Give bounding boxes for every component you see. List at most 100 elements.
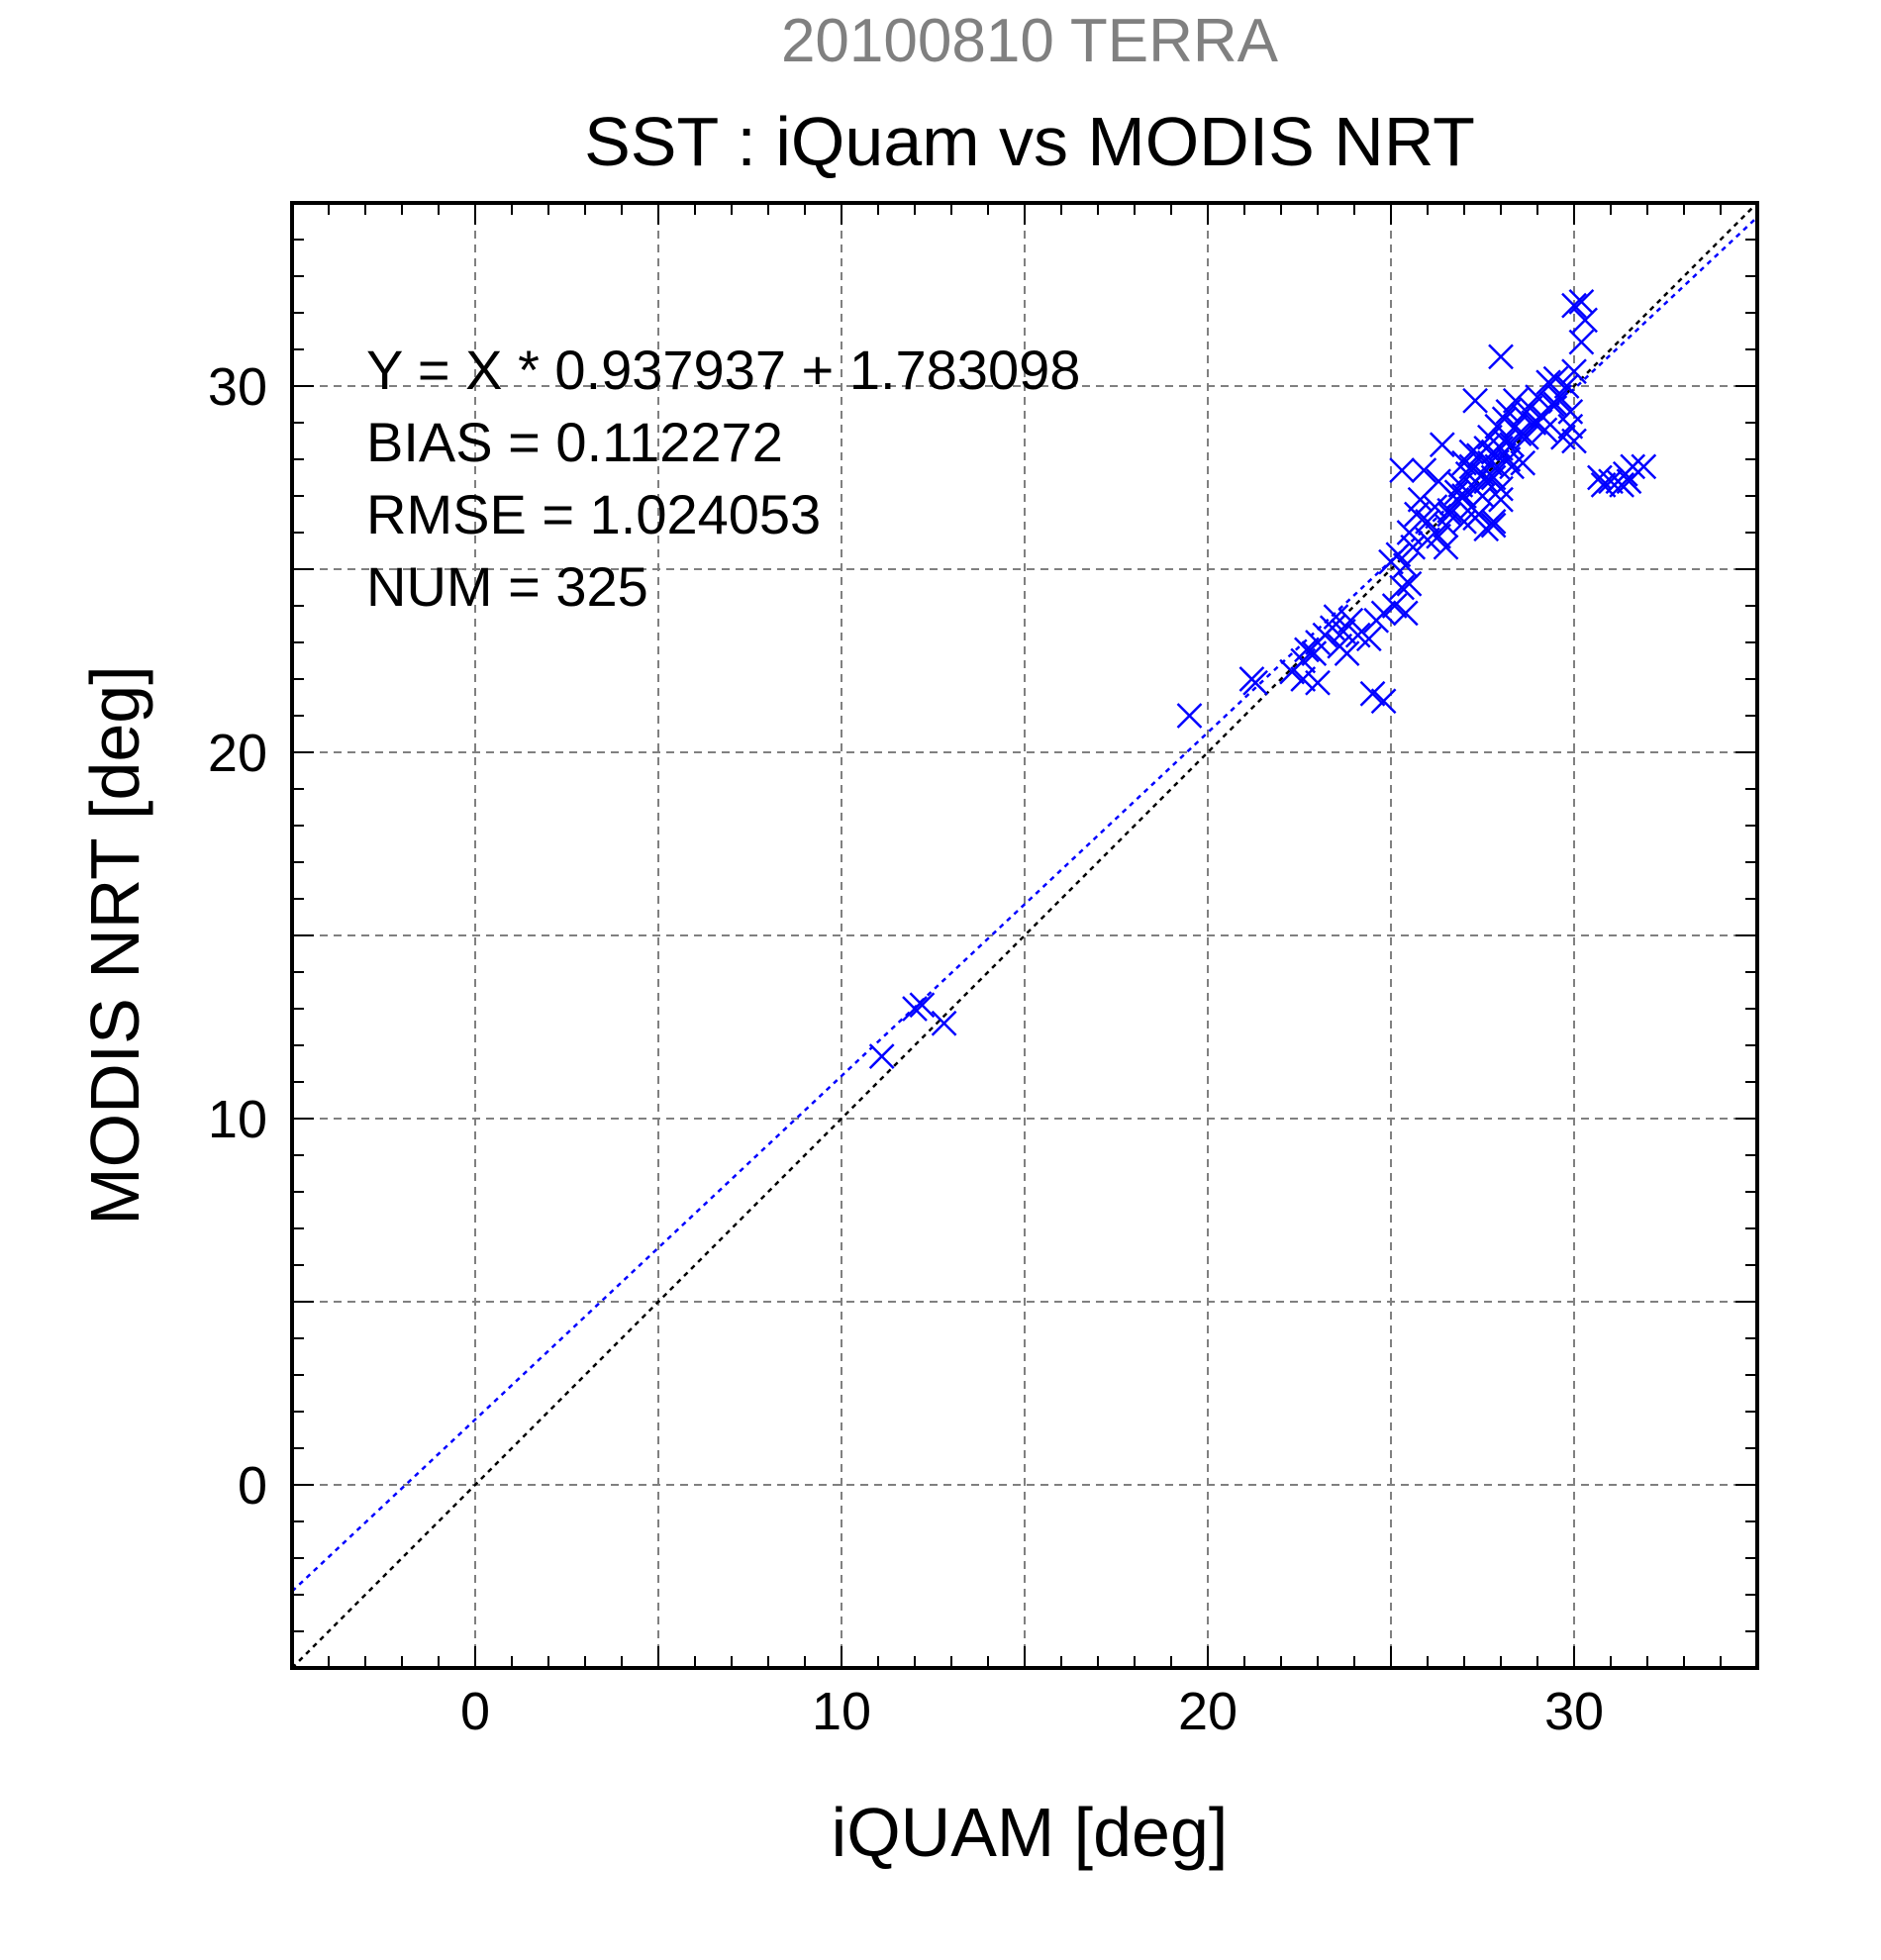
data-point-stroke [1404,501,1430,528]
data-point-stroke [1294,637,1320,663]
data-point-stroke [1499,432,1525,458]
stats-annotation: Y = X * 0.937937 + 1.783098 BIAS = 0.112… [366,339,1080,618]
data-point [1176,703,1203,729]
data-point-stroke [909,992,936,1019]
data-point-stroke [1517,395,1543,422]
data-point [1609,472,1634,498]
stats-bias: BIAS = 0.112272 [366,411,783,473]
data-point [1422,494,1448,520]
x-tick-label: 10 [812,1682,871,1741]
data-point-stroke [1396,520,1423,545]
y-axis-label: MODIS NRT [deg] [76,665,153,1225]
data-point [1488,486,1514,513]
data-point-stroke [1502,387,1529,414]
data-point [1616,468,1642,495]
x-tick-label: 20 [1178,1682,1238,1741]
data-point [1355,626,1382,652]
data-point [1542,391,1569,418]
data-point-stroke [1385,541,1412,568]
data-point-stroke [1392,600,1419,627]
data-point [1535,369,1561,396]
data-point [1331,619,1356,644]
data-point [1436,501,1463,528]
data-point-stroke [1426,468,1451,495]
data-point [1495,399,1522,425]
data-point-stroke [1305,669,1331,696]
data-point-stroke [1480,512,1507,539]
data-point-stroke [1331,619,1356,644]
data-point-stroke [1334,640,1360,666]
data-point [1561,428,1587,454]
data-point [1451,483,1477,509]
data-point [1462,387,1488,414]
data-point [1396,570,1423,597]
data-point-stroke [1389,457,1415,483]
data-point [1502,387,1529,414]
data-point [1462,505,1488,532]
y-tick-label: 10 [208,1090,267,1149]
data-point-stroke [1451,449,1477,476]
data-point-stroke [1323,604,1349,630]
data-point-stroke [1355,626,1382,652]
data-point [1561,292,1587,319]
data-point [1451,449,1477,476]
data-point-stroke [1400,534,1427,560]
data-point-stroke [1443,486,1470,513]
data-point-stroke [1553,373,1580,399]
data-point [1370,688,1397,715]
data-point-stroke [1429,432,1455,458]
data-point-stroke [1506,421,1533,446]
data-point [1568,329,1595,355]
data-point-stroke [1572,307,1598,334]
data-point [868,1043,895,1069]
data-point [1411,457,1437,483]
data-point-stroke [1488,343,1514,370]
data-points [868,289,1657,1069]
data-point [1443,479,1470,506]
chart-title: 20100810 TERRA [781,7,1279,75]
data-point-stroke [1433,534,1459,560]
data-point-stroke [1451,483,1477,509]
data-point [1480,512,1507,539]
data-point [1495,446,1522,472]
data-point-stroke [1557,413,1584,440]
data-point [1572,307,1598,334]
data-point-stroke [1462,505,1488,532]
data-point-stroke [1436,501,1463,528]
data-point-stroke [1568,329,1595,355]
data-point-stroke [1590,472,1617,498]
y-tick-label: 20 [208,724,267,783]
data-point-stroke [1620,453,1646,480]
data-point-stroke [1616,468,1642,495]
y-tick-label: 30 [208,357,267,417]
data-point-stroke [1370,600,1397,627]
data-point [1385,541,1412,568]
data-point [1294,637,1320,663]
data-point-stroke [1546,384,1573,410]
data-point [1488,475,1514,502]
data-point-stroke [1359,680,1386,707]
data-point-stroke [1344,622,1371,648]
data-point-stroke [1422,494,1448,520]
data-point-stroke [1561,428,1587,454]
data-point-stroke [1469,460,1496,487]
data-point-stroke [1337,607,1364,634]
data-point [1433,534,1459,560]
data-point [1514,424,1539,450]
data-point [1561,358,1587,385]
data-point-stroke [1411,457,1437,483]
data-point [1323,604,1349,630]
data-point-stroke [1609,472,1634,498]
data-point-stroke [1290,666,1317,692]
data-point [1396,520,1423,545]
stats-rmse: RMSE = 1.024053 [366,483,821,545]
data-point-stroke [902,996,928,1022]
data-point-stroke [1488,475,1514,502]
data-point [1620,453,1646,480]
data-point [1488,343,1514,370]
data-point [1370,600,1397,627]
data-point-stroke [1242,669,1268,696]
stats-num: NUM = 325 [366,555,648,618]
grid [292,203,1757,1668]
